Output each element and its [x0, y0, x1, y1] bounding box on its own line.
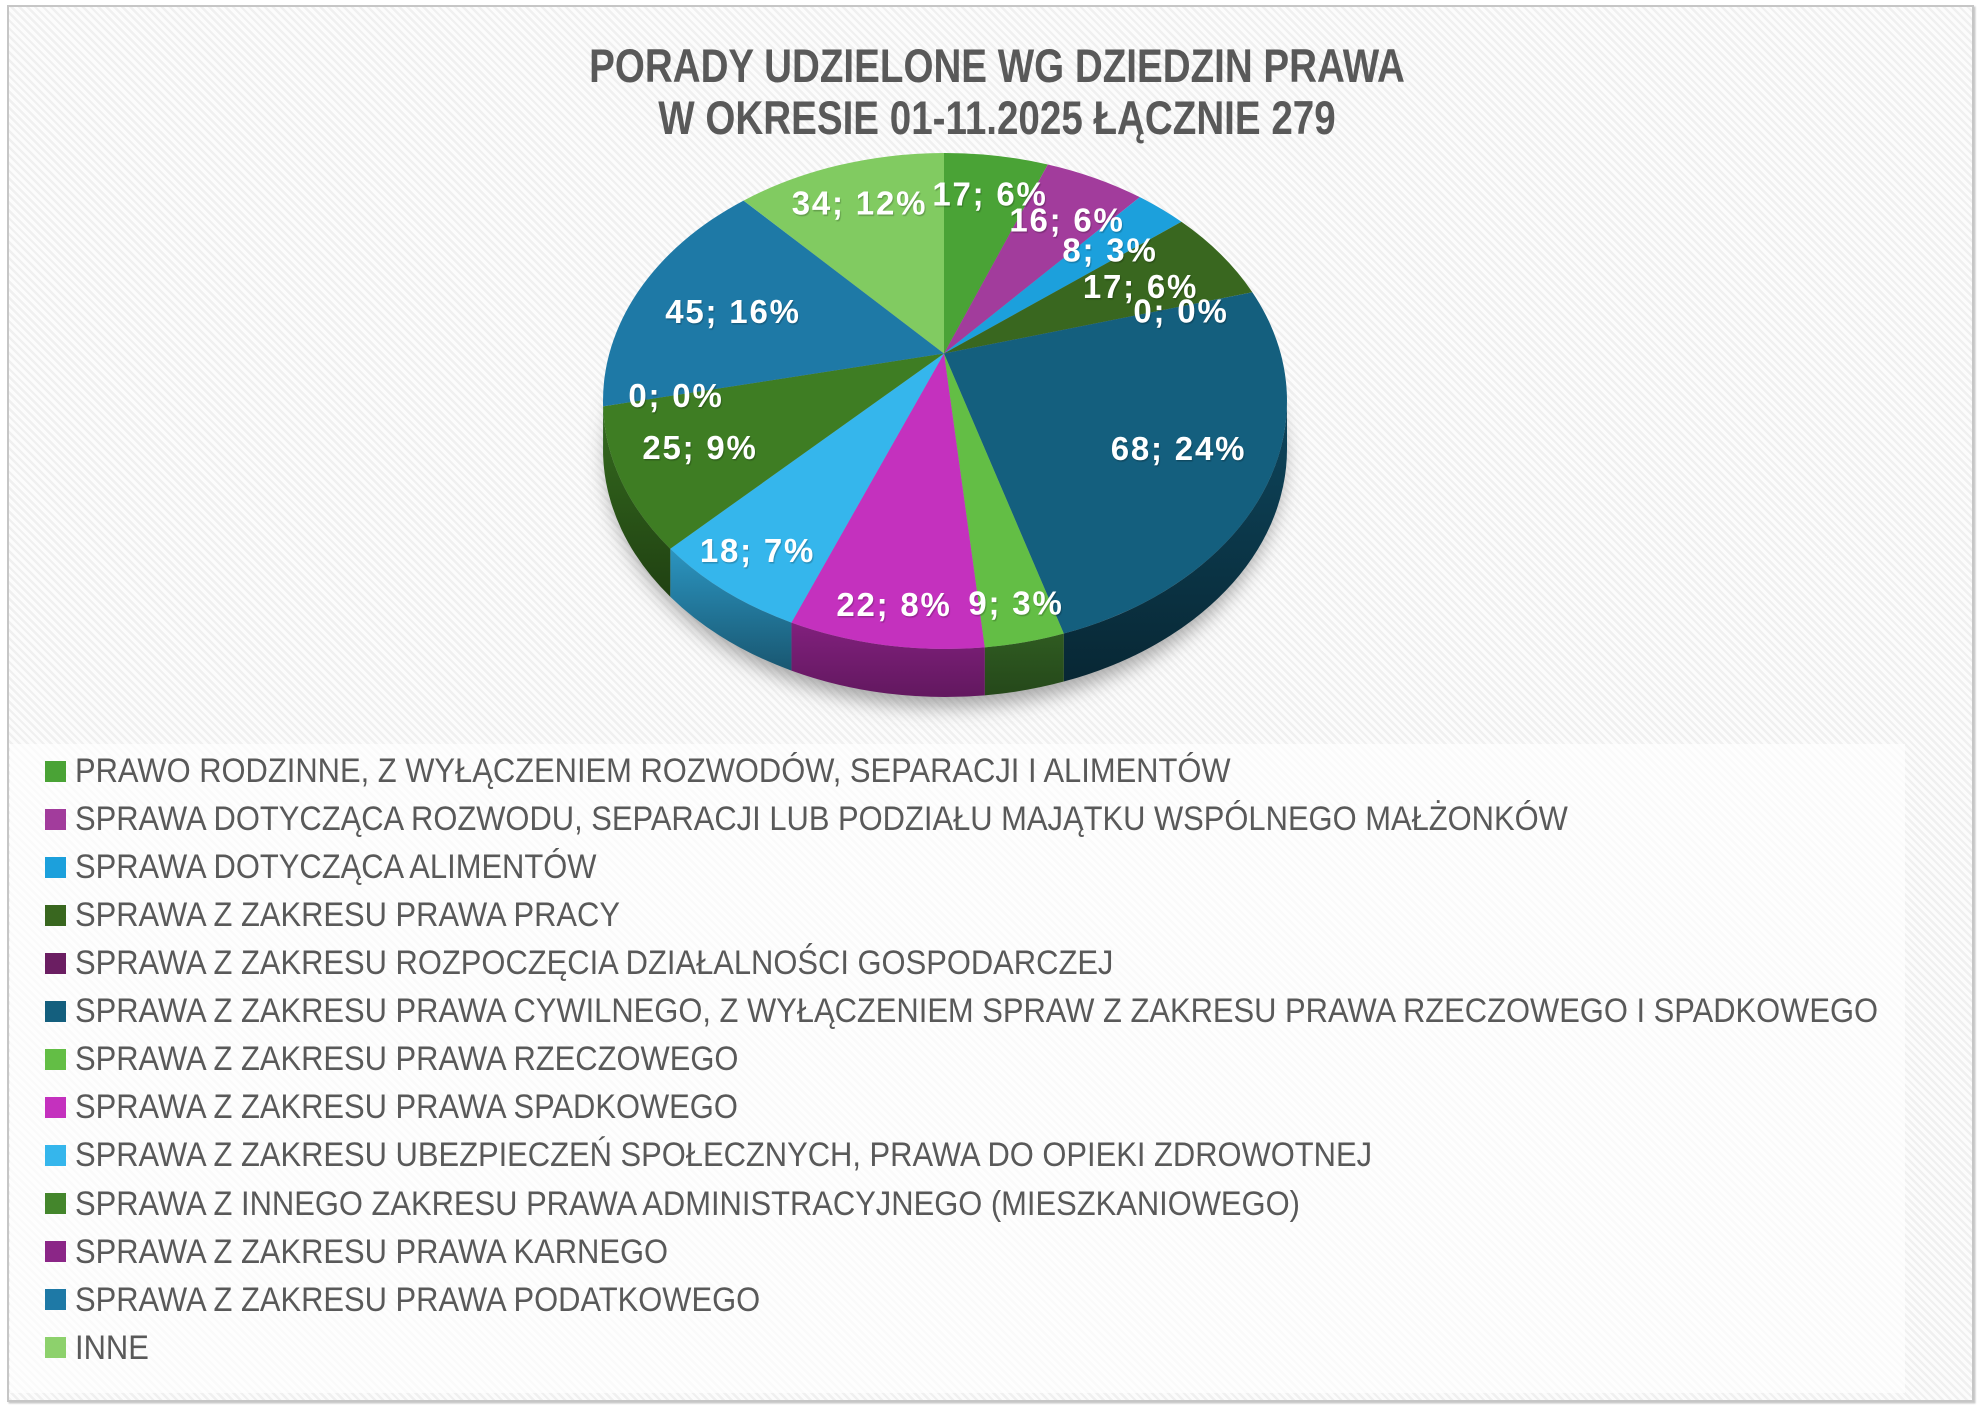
svg-text:16; 6%: 16; 6%	[1009, 202, 1124, 239]
svg-text:45; 16%: 45; 16%	[665, 293, 801, 330]
svg-text:0; 0%: 0; 0%	[1133, 293, 1228, 330]
svg-text:22; 8%: 22; 8%	[836, 586, 951, 623]
svg-text:25; 9%: 25; 9%	[642, 429, 757, 466]
svg-text:34; 12%: 34; 12%	[792, 185, 928, 222]
svg-text:9; 3%: 9; 3%	[968, 585, 1063, 622]
svg-text:18; 7%: 18; 7%	[700, 532, 815, 569]
svg-text:68; 24%: 68; 24%	[1111, 430, 1247, 467]
svg-text:17; 6%: 17; 6%	[932, 176, 1047, 213]
svg-text:8; 3%: 8; 3%	[1062, 232, 1157, 269]
svg-text:0; 0%: 0; 0%	[628, 377, 723, 414]
svg-text:17; 6%: 17; 6%	[1083, 268, 1198, 305]
